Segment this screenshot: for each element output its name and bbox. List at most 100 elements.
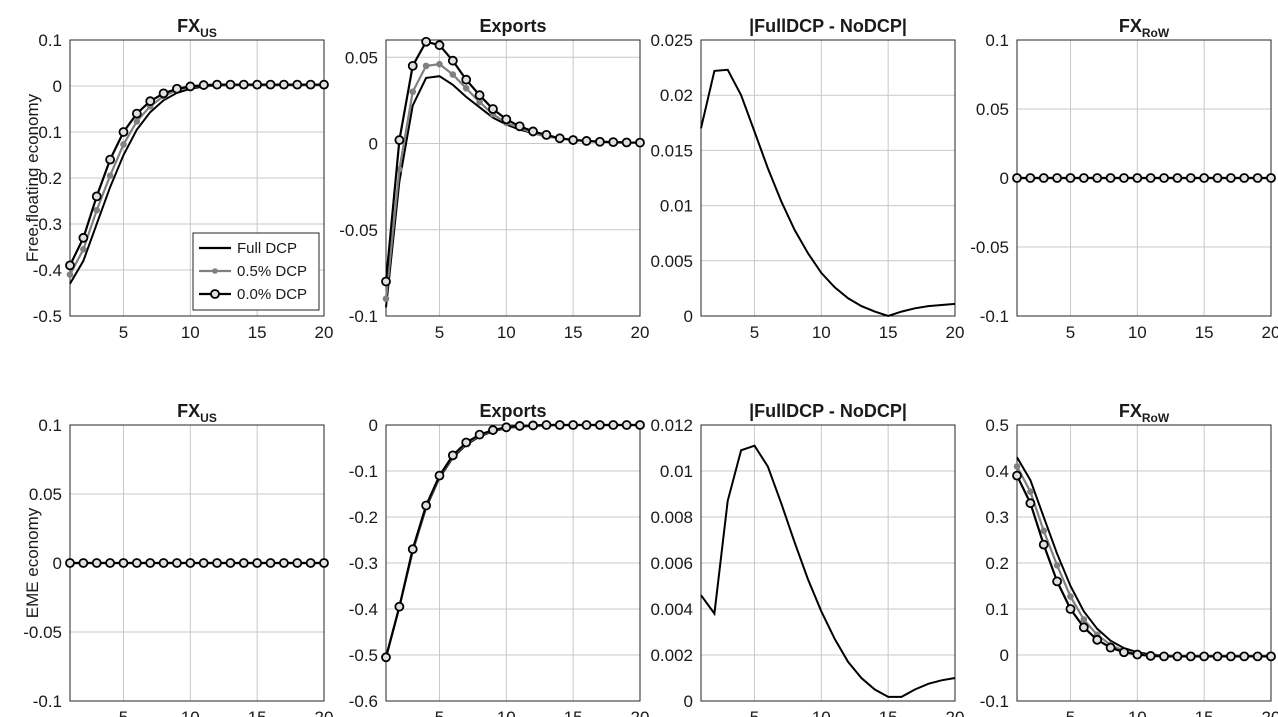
data-point xyxy=(462,85,470,92)
series-line-0-0-dcp xyxy=(384,40,641,282)
data-point xyxy=(1132,649,1143,660)
x-tick-label: 10 xyxy=(1128,708,1147,717)
x-tick-label: 20 xyxy=(946,323,965,342)
y-tick-label: -0.6 xyxy=(349,692,378,711)
data-point xyxy=(292,79,303,90)
data-point xyxy=(1119,173,1129,183)
series-line-difference xyxy=(700,444,956,698)
y-tick-label: 0.05 xyxy=(976,100,1009,119)
data-point xyxy=(447,55,458,66)
data-point xyxy=(528,420,538,431)
row-label: Free floating economy xyxy=(23,93,42,262)
data-point xyxy=(461,437,472,448)
x-tick-label: 20 xyxy=(1262,323,1278,342)
y-tick-label: 0.5 xyxy=(985,416,1009,435)
series-line-full-dcp xyxy=(1016,456,1271,657)
y-tick-label: 0.025 xyxy=(650,31,693,50)
data-point xyxy=(1225,173,1236,183)
data-point xyxy=(1052,173,1063,183)
x-tick-label: 20 xyxy=(946,708,965,717)
y-tick-label: 0.005 xyxy=(650,252,693,271)
data-point xyxy=(407,60,418,71)
data-point xyxy=(212,558,222,568)
data-point xyxy=(1067,593,1074,600)
data-point xyxy=(1266,651,1276,662)
y-tick-label: -0.1 xyxy=(33,692,62,711)
x-tick-label: 20 xyxy=(1262,708,1278,717)
data-point xyxy=(278,558,289,568)
data-point xyxy=(1038,173,1049,183)
x-tick-label: 15 xyxy=(1195,708,1214,717)
series-group xyxy=(65,558,329,568)
x-tick-label: 10 xyxy=(181,708,200,717)
data-point xyxy=(238,558,249,568)
data-point xyxy=(319,79,329,90)
data-point xyxy=(158,88,169,99)
data-point xyxy=(1012,470,1022,481)
y-tick-label: 0.3 xyxy=(985,508,1009,527)
data-point xyxy=(1013,463,1021,470)
data-point xyxy=(608,420,619,430)
y-tick-label: 0.01 xyxy=(660,462,693,481)
data-point xyxy=(394,601,405,612)
data-point xyxy=(1159,651,1169,662)
data-point xyxy=(319,558,329,568)
panel-title: FXUS xyxy=(177,401,217,425)
plot-frame xyxy=(700,424,956,702)
data-point xyxy=(514,421,525,431)
data-point xyxy=(1040,527,1048,535)
y-tick-label: 0 xyxy=(369,416,378,435)
data-point xyxy=(436,60,443,68)
y-tick-label: 0 xyxy=(53,77,62,96)
data-point xyxy=(514,121,525,132)
panel-title-main: Exports xyxy=(479,401,546,421)
y-tick-label: -0.4 xyxy=(349,600,378,619)
data-point xyxy=(541,129,552,140)
x-tick-label: 10 xyxy=(497,708,516,717)
x-tick-label: 15 xyxy=(1195,323,1214,342)
y-tick-label: 0 xyxy=(1000,169,1009,188)
panel-7: 0 0.002 0.004 0.006 0.008 0.01 0.012 5 10 15 20 |Fu… xyxy=(650,401,964,717)
data-point xyxy=(1065,173,1076,183)
y-tick-label: 0 xyxy=(369,135,378,154)
data-point xyxy=(78,232,89,243)
data-point xyxy=(461,74,472,85)
data-point xyxy=(1199,651,1210,662)
panel-5: -0.1 -0.05 0 0.05 0.1 5 10 15 20 FXUS EME economy xyxy=(23,401,333,717)
data-point xyxy=(409,88,417,96)
data-point xyxy=(1119,647,1129,658)
data-point xyxy=(66,271,74,278)
panel-title-main: FX xyxy=(177,16,200,36)
data-point xyxy=(1159,173,1169,183)
series-line-0-0-dcp xyxy=(384,423,640,658)
panel-title: |FullDCP - NoDCP| xyxy=(749,16,907,36)
data-point xyxy=(381,276,391,287)
x-tick-label: 15 xyxy=(564,708,583,717)
x-tick-label: 20 xyxy=(315,323,334,342)
data-point xyxy=(554,420,565,430)
y-tick-label: -0.1 xyxy=(349,462,378,481)
y-tick-label: -0.3 xyxy=(349,554,378,573)
data-point xyxy=(1252,651,1263,662)
data-point xyxy=(1185,651,1196,662)
data-point xyxy=(1199,173,1210,183)
x-tick-label: 10 xyxy=(812,708,831,717)
x-tick-label: 10 xyxy=(497,323,516,342)
data-point xyxy=(568,135,579,145)
y-tick-label: 0.008 xyxy=(650,508,693,527)
data-point xyxy=(1025,173,1036,183)
panel-title: Exports xyxy=(479,401,546,421)
data-point xyxy=(1065,604,1076,614)
panel-1: -0.5 -0.4 -0.3 -0.2 -0.1 0 0.1 5 10 15 20 FXUS Free … xyxy=(23,16,333,342)
y-tick-label: 0 xyxy=(684,307,693,326)
data-point xyxy=(65,558,75,568)
data-point xyxy=(608,137,619,148)
x-tick-label: 5 xyxy=(435,708,444,717)
panel-title-main: Exports xyxy=(479,16,546,36)
series-group xyxy=(700,444,956,698)
data-point xyxy=(91,191,102,202)
data-point xyxy=(528,126,538,137)
series-line-0-5-dcp xyxy=(1016,465,1271,657)
data-point xyxy=(105,558,116,568)
data-point xyxy=(133,118,141,125)
